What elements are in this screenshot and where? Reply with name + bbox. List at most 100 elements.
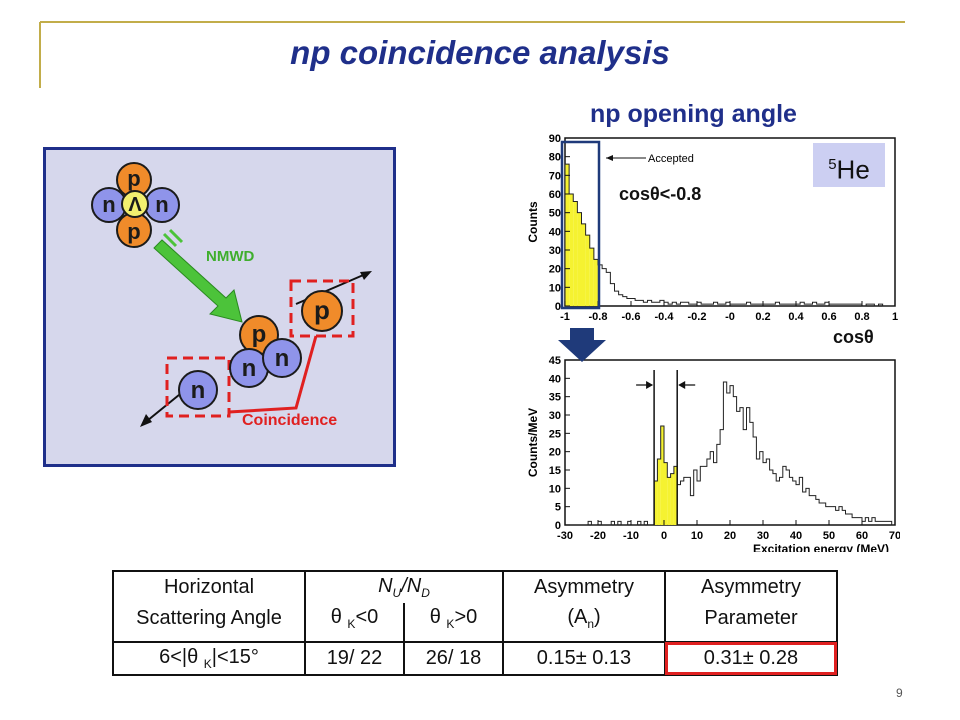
x-tick-label: 70 <box>889 530 900 542</box>
y-tick-label: 0 <box>555 301 561 313</box>
x-tick-label: 50 <box>823 530 835 542</box>
histogram-bin-fill <box>577 212 582 306</box>
histogram-bin-fill <box>664 462 668 525</box>
table-row: Horizontal NU/ND Asymmetry Asymmetry <box>112 571 838 603</box>
nucleus-mass: 5 <box>828 156 837 173</box>
x-tick-label: 0.4 <box>788 311 804 323</box>
x-tick-label: -0.8 <box>589 311 608 323</box>
x-tick-label: 40 <box>790 530 802 542</box>
table-row: Scattering Angle θ K<0 θ K>0 (An) Parame… <box>112 603 838 634</box>
histogram-bin-fill <box>581 223 586 306</box>
x-tick-label: -10 <box>623 530 639 542</box>
cell-parameter-value: 0.31± 0.28 <box>664 642 838 675</box>
y-tick-label: 30 <box>549 245 561 257</box>
page-number: 9 <box>896 686 903 700</box>
y-tick-label: 5 <box>555 502 561 514</box>
x-tick-label: 10 <box>691 530 703 542</box>
cluster-neutron-2: n <box>262 338 302 378</box>
y-axis-label: Counts <box>526 201 540 243</box>
cell-asymmetry-2: Asymmetry <box>664 571 838 603</box>
y-tick-label: 0 <box>555 520 561 532</box>
cell-parameter: Parameter <box>664 603 838 634</box>
cell-theta-neg: θ K<0 <box>304 603 405 634</box>
x-tick-label: 0.2 <box>755 311 770 323</box>
histogram-bin-fill <box>565 164 570 306</box>
y-tick-label: 40 <box>549 373 561 385</box>
nucleus-name: He <box>836 154 870 185</box>
x-tick-label: 1 <box>892 311 898 323</box>
histogram-bin-fill <box>589 248 594 306</box>
diagram-lines <box>140 228 372 427</box>
x-tick-label: 20 <box>724 530 736 542</box>
cell-counts-pos: 26/ 18 <box>403 642 504 675</box>
y-tick-label: 30 <box>549 410 561 422</box>
x-tick-label: -1 <box>560 311 570 323</box>
histogram-bin-fill <box>573 201 578 306</box>
y-tick-label: 10 <box>549 483 561 495</box>
out-neutron: n <box>178 370 218 410</box>
slide-title: np coincidence analysis <box>290 34 670 71</box>
histogram-bin-fill <box>593 259 598 306</box>
y-tick-label: 60 <box>549 189 561 201</box>
x-tick-label: 0.6 <box>821 311 836 323</box>
histogram-bin-fill <box>569 194 574 306</box>
cut-arrowhead-right-icon <box>678 381 686 389</box>
accepted-window <box>560 140 601 310</box>
y-tick-label: 15 <box>549 465 561 477</box>
x-tick-label: 0 <box>661 530 667 542</box>
y-tick-label: 90 <box>549 133 561 145</box>
y-tick-label: 80 <box>549 152 561 164</box>
y-axis-label: Counts/MeV <box>526 408 540 477</box>
x-tick-label: -30 <box>557 530 573 542</box>
histogram-bin-fill <box>657 459 661 525</box>
cell-horizontal: Horizontal <box>112 571 306 603</box>
cell-counts-neg: 19/ 22 <box>304 642 405 675</box>
y-tick-label: 50 <box>549 208 561 220</box>
table-row: 6<|θ K|<15° 19/ 22 26/ 18 0.15± 0.13 0.3… <box>112 642 838 675</box>
x-tick-label: 60 <box>856 530 868 542</box>
x-tick-label: -0.2 <box>688 311 707 323</box>
x-axis-label: Excitation energy (MeV) <box>753 542 889 552</box>
decay-diagram: p n n p Λ p p n n n NMWD Coincidence <box>43 147 396 467</box>
cell-angle-range: 6<|θ K|<15° <box>112 642 306 675</box>
results-table: Horizontal NU/ND Asymmetry Asymmetry Sca… <box>112 570 838 676</box>
y-tick-label: 25 <box>549 428 561 440</box>
x-tick-label: 0.8 <box>854 311 869 323</box>
accepted-label: Accepted <box>648 153 694 165</box>
lambda-ball: Λ <box>121 190 149 218</box>
cos-cut-label: cosθ<-0.8 <box>619 184 702 204</box>
excitation-energy-histogram: 0 5 10 15 20 25 30 35 40 45 -30 -20 -10 0 10 20 30 40 50 60… <box>526 355 900 552</box>
nmwd-label: NMWD <box>206 248 255 265</box>
y-tick-label: 45 <box>549 355 561 367</box>
x-tick-label: -0.4 <box>655 311 675 323</box>
x-tick-label: -20 <box>590 530 606 542</box>
cell-scattering-angle: Scattering Angle <box>112 603 306 634</box>
accepted-arrowhead-icon <box>606 155 613 161</box>
histogram-bin-fill <box>673 466 678 525</box>
cell-an-value: 0.15± 0.13 <box>502 642 666 675</box>
cell-asymmetry-1: Asymmetry <box>502 571 666 603</box>
y-tick-label: 20 <box>549 264 561 276</box>
coincidence-label: Coincidence <box>242 412 338 429</box>
x-tick-label: -0.6 <box>622 311 641 323</box>
cell-theta-pos: θ K>0 <box>403 603 504 634</box>
y-tick-label: 70 <box>549 170 561 182</box>
y-tick-label: 10 <box>549 282 561 294</box>
y-tick-label: 20 <box>549 447 561 459</box>
cell-an: (An) <box>502 603 666 634</box>
chart-title: np opening angle <box>590 100 797 128</box>
down-arrow-icon <box>558 328 606 362</box>
histogram-bin-fill <box>585 235 590 306</box>
y-tick-label: 35 <box>549 392 561 404</box>
histogram-bin-fill <box>654 481 658 525</box>
cut-arrowhead-left-icon <box>646 381 654 389</box>
x-tick-label: 30 <box>757 530 769 542</box>
frame-lines <box>39 21 905 88</box>
cos-axis-label: cosθ <box>833 327 874 347</box>
histogram-bin-fill <box>660 426 664 525</box>
histogram-bin-fill <box>670 473 674 525</box>
cell-nu-nd: NU/ND <box>304 571 504 603</box>
plot-frame <box>564 359 896 526</box>
y-tick-label: 40 <box>549 226 561 238</box>
out-proton: p <box>301 290 343 332</box>
